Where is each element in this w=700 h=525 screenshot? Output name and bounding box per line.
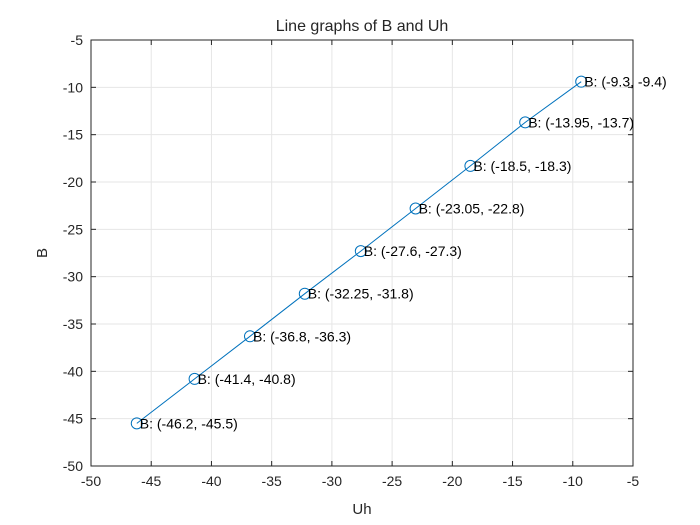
data-label: B: (-9.3, -9.4) xyxy=(584,74,666,90)
x-tick-label: -40 xyxy=(201,473,221,489)
plot-background xyxy=(91,40,633,466)
data-label: B: (-32.25, -31.8) xyxy=(308,286,414,302)
data-label: B: (-41.4, -40.8) xyxy=(198,371,296,387)
x-axis-label: Uh xyxy=(352,501,371,518)
data-label: B: (-13.95, -13.7) xyxy=(528,114,634,130)
data-point xyxy=(243,330,256,343)
y-axis-label: B xyxy=(34,248,51,258)
y-tick-label: -30 xyxy=(63,269,83,285)
series xyxy=(130,75,588,430)
data-point xyxy=(464,159,477,172)
data-point xyxy=(130,417,143,430)
y-tick-label: -20 xyxy=(63,174,83,190)
data-label: B: (-18.5, -18.3) xyxy=(473,158,571,174)
data-labels: B: (-46.2, -45.5) B: (-41.4, -40.8) B: (-3… xyxy=(140,74,667,432)
y-tick-label: -10 xyxy=(63,79,83,95)
data-point xyxy=(188,372,201,385)
y-tick-label: -5 xyxy=(71,32,84,48)
x-tick-label: -25 xyxy=(382,473,402,489)
data-point xyxy=(519,116,532,129)
data-point xyxy=(575,75,588,88)
x-tick-label: -20 xyxy=(442,473,462,489)
series-line xyxy=(136,81,582,424)
chart-title: Line graphs of B and Uh xyxy=(276,18,449,35)
data-point xyxy=(298,287,311,300)
y-tick-label: -35 xyxy=(63,316,83,332)
y-tick-label: -50 xyxy=(63,458,83,474)
x-tick-label: -10 xyxy=(563,473,583,489)
data-label: B: (-27.6, -27.3) xyxy=(364,243,462,259)
y-tick-label: -15 xyxy=(63,127,83,143)
axes-box xyxy=(90,39,634,467)
x-tick-label: -35 xyxy=(262,473,282,489)
data-label: B: (-36.8, -36.3) xyxy=(253,328,351,344)
y-tick-label: -25 xyxy=(63,221,83,237)
y-tick-label: -40 xyxy=(63,363,83,379)
data-label: B: (-23.05, -22.8) xyxy=(419,201,525,217)
data-label: B: (-46.2, -45.5) xyxy=(140,415,238,431)
x-tick-label: -50 xyxy=(81,473,101,489)
data-point xyxy=(354,245,367,258)
axes: -50 -45 -40 -35 -30 -25 -20 -15 -10 -5 -50 -45 -40 -3… xyxy=(63,32,640,489)
x-tick-label: -45 xyxy=(141,473,161,489)
x-tick-label: -5 xyxy=(627,473,640,489)
data-point xyxy=(409,202,422,215)
x-tick-label: -15 xyxy=(502,473,522,489)
x-tick-label: -30 xyxy=(322,473,342,489)
y-tick-label: -45 xyxy=(63,411,83,427)
